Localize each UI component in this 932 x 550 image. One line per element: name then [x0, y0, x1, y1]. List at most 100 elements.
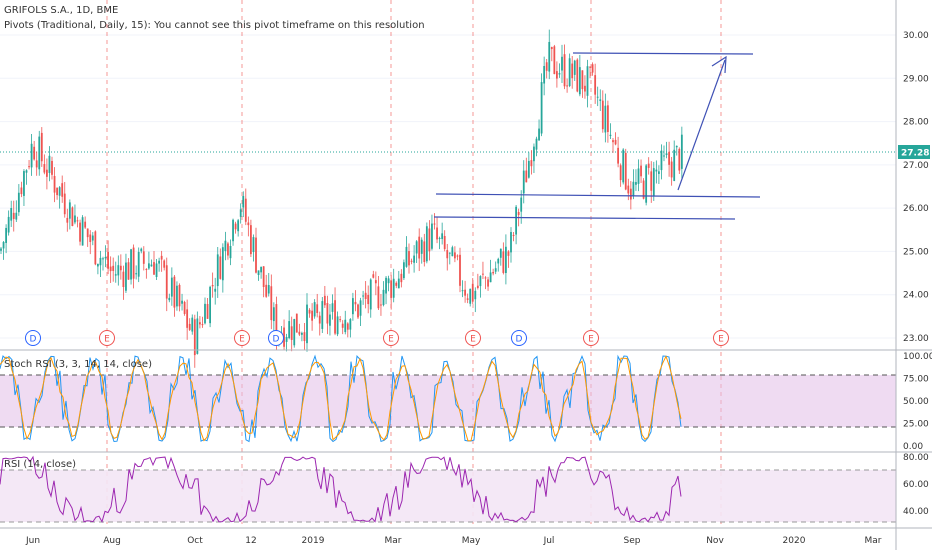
time-tick-label: Jun — [25, 536, 40, 546]
earnings-marker[interactable]: E — [713, 330, 729, 346]
price-tick-label: 29.00 — [903, 74, 929, 84]
candle-up — [499, 248, 502, 258]
candle-up — [239, 209, 242, 217]
candle-up — [196, 318, 199, 354]
resistance-trendline[interactable] — [572, 52, 754, 55]
candle-up — [586, 66, 589, 96]
rsi-line — [0, 455, 682, 524]
candle-down — [487, 279, 489, 287]
candle-down — [619, 165, 622, 181]
price-tick-label: 23.00 — [903, 334, 929, 344]
candle-down — [28, 166, 30, 168]
time-tick-label: Mar — [385, 536, 402, 546]
candle-down — [40, 132, 43, 162]
candle-down — [436, 227, 438, 240]
time-tick-label: 2020 — [783, 536, 806, 546]
rsi-title: RSI (14, close) — [4, 459, 76, 470]
candle-down — [367, 294, 370, 305]
earnings-marker[interactable]: E — [465, 330, 481, 346]
dividend-marker[interactable]: D — [25, 330, 41, 346]
candle-down — [380, 304, 382, 306]
stoch-rsi-series — [0, 354, 682, 443]
candle-up — [349, 319, 352, 330]
candle-up — [38, 136, 41, 170]
price-tick-label: 26.00 — [903, 204, 929, 214]
candle-up — [68, 202, 71, 219]
candle-up — [260, 266, 262, 273]
candle-up — [497, 258, 500, 264]
candle-down — [464, 289, 466, 296]
candle-up — [438, 237, 441, 239]
candle-up — [30, 143, 33, 168]
candle-up — [2, 241, 5, 249]
candle-down — [466, 298, 469, 300]
earnings-marker[interactable]: E — [234, 330, 250, 346]
candle-up — [331, 303, 334, 312]
candle-down — [89, 234, 92, 243]
candle-down — [446, 250, 449, 259]
time-tick-label: 2019 — [302, 536, 325, 546]
candle-up — [242, 195, 245, 208]
candle-down — [624, 152, 627, 190]
candle-up — [17, 192, 20, 213]
candle-down — [410, 260, 413, 262]
stoch-title: Stoch RSI (3, 3, 14, 14, close) — [4, 359, 152, 370]
candle-up — [673, 149, 676, 181]
earnings-marker[interactable]: E — [99, 330, 115, 346]
candle-up — [237, 220, 240, 232]
candle-down — [119, 265, 122, 271]
earnings-marker[interactable]: E — [383, 330, 399, 346]
projection-arrow[interactable] — [677, 59, 726, 191]
candle-up — [288, 321, 291, 339]
earnings-marker[interactable]: E — [583, 330, 599, 346]
stoch-tick-label: 50.00 — [903, 397, 929, 407]
candle-up — [321, 301, 324, 329]
candle-down — [408, 251, 410, 266]
time-tick-label: Jul — [543, 536, 555, 546]
candle-up — [221, 247, 224, 281]
candle-up — [535, 138, 538, 150]
candle-up — [5, 227, 7, 243]
candle-down — [262, 266, 265, 288]
candle-down — [581, 70, 584, 90]
candle-down — [63, 193, 66, 215]
candle-up — [522, 170, 525, 194]
candle-down — [423, 241, 426, 263]
candle-down — [589, 66, 591, 68]
price-axis[interactable]: 30.00 29.00 28.00 27.00 26.00 25.00 24.00 23.00 — [903, 31, 929, 344]
candle-up — [306, 304, 308, 344]
candle-down — [459, 254, 461, 286]
chart-subtitle: Pivots (Traditional, Daily, 15): You can… — [4, 20, 425, 31]
candle-down — [295, 313, 298, 333]
event-marker-circle — [268, 330, 284, 346]
stoch-tick-label: 0.00 — [903, 442, 923, 452]
event-marker-label: E — [718, 335, 724, 345]
candle-down — [517, 212, 520, 216]
event-marker-circle — [25, 330, 41, 346]
candle-down — [122, 271, 125, 288]
candle-down — [234, 223, 237, 230]
dividend-marker[interactable]: D — [511, 330, 527, 346]
event-lines — [106, 0, 722, 528]
time-tick-label: May — [462, 536, 481, 546]
support-trendline[interactable] — [435, 193, 761, 198]
candle-down — [346, 323, 349, 330]
candle-down — [476, 285, 479, 288]
current-price-label: 27.28 — [901, 149, 929, 159]
candle-down — [530, 160, 533, 167]
time-axis[interactable]: Jun Aug Oct 12 2019 Mar May Jul Sep Nov 2020 Mar — [25, 536, 882, 546]
rsi-axis[interactable]: 80.00 60.00 40.00 — [903, 453, 929, 517]
event-marker-label: E — [588, 335, 594, 345]
lower-trendline[interactable] — [433, 216, 736, 220]
candle-down — [61, 183, 64, 197]
drawing-annotations[interactable] — [433, 52, 761, 220]
candle-up — [652, 168, 655, 197]
candle-down — [668, 151, 670, 165]
stoch-axis[interactable]: 100.00 75.00 50.00 25.00 0.00 — [903, 352, 932, 452]
candle-up — [663, 155, 665, 157]
candle-up — [420, 239, 423, 254]
candle-up — [0, 248, 2, 251]
dividend-marker[interactable]: D — [268, 330, 284, 346]
